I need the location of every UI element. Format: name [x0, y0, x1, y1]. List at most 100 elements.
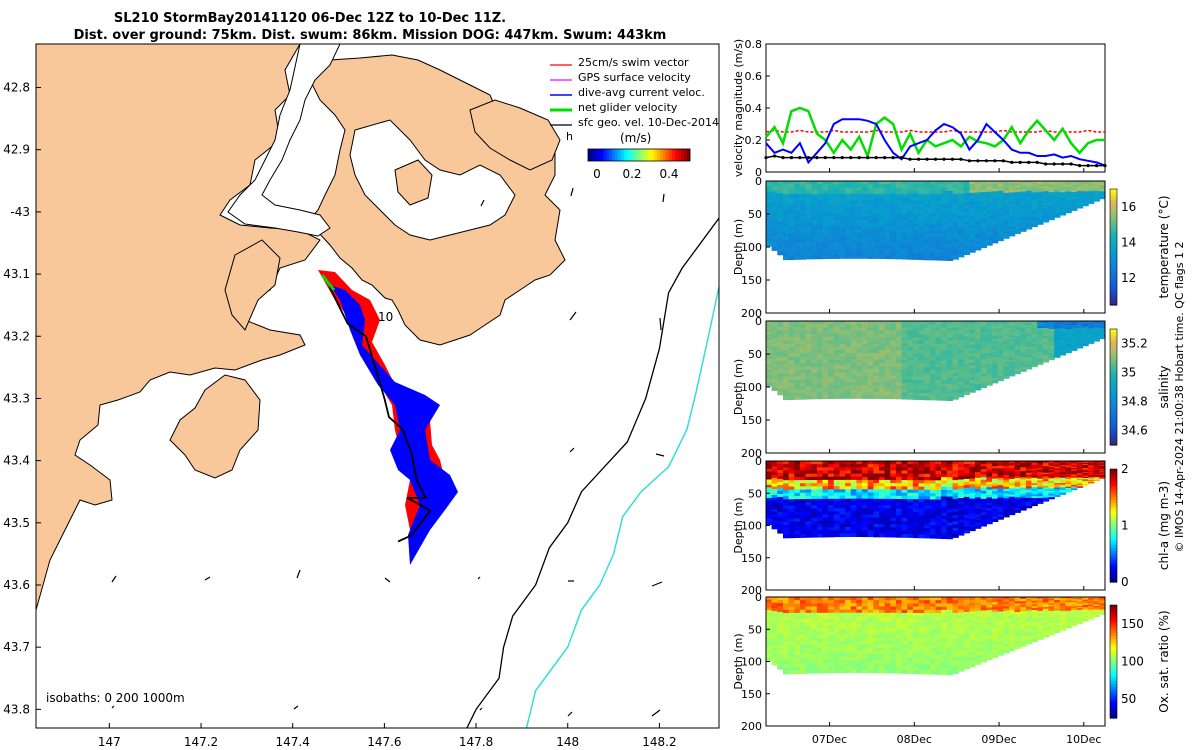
section-cell — [986, 474, 993, 478]
section-cell — [963, 226, 971, 231]
section-cell — [766, 519, 773, 523]
section-cell — [884, 461, 891, 465]
section-cell — [828, 379, 835, 383]
section-cell — [839, 226, 846, 230]
section-cell — [1082, 463, 1089, 465]
section-cell — [833, 343, 841, 348]
section-cell — [941, 321, 948, 325]
section-cell — [952, 347, 959, 351]
section-cell — [896, 252, 903, 257]
section-cell — [1009, 492, 1016, 495]
section-cell — [1003, 493, 1010, 497]
section-cbar-cell — [1110, 290, 1117, 294]
section-cell — [794, 622, 801, 627]
section-cell — [816, 628, 824, 633]
section-cbar-cell — [1110, 191, 1117, 196]
section-cell — [912, 256, 920, 260]
section-cell — [1071, 469, 1078, 472]
section-cell — [969, 518, 976, 523]
section-cell — [1099, 473, 1105, 475]
section-cell — [901, 521, 908, 526]
section-cell — [771, 370, 778, 374]
section-cell — [924, 181, 931, 185]
section-cell — [766, 337, 773, 341]
section-cell — [845, 333, 852, 338]
section-cell — [901, 190, 908, 195]
section-cell — [1099, 321, 1105, 323]
section-cell — [771, 497, 778, 502]
section-cell — [1099, 322, 1105, 324]
section-cell — [969, 234, 976, 238]
section-cell — [946, 535, 954, 540]
section-cell — [867, 385, 874, 390]
section-cell — [1076, 479, 1084, 482]
section-cbar-cell — [1110, 215, 1117, 219]
section-cell — [828, 356, 835, 361]
land-group — [36, 44, 566, 611]
section-cell — [952, 527, 959, 532]
section-cell — [907, 334, 914, 338]
section-cell — [907, 382, 914, 387]
section-cell — [845, 213, 852, 217]
section-cell — [850, 337, 858, 341]
section-cell — [799, 226, 807, 231]
section-cell — [969, 513, 976, 517]
section-cell — [929, 347, 937, 352]
section-cell — [1065, 206, 1072, 208]
section-cell — [799, 236, 807, 241]
section-cell — [901, 181, 908, 185]
section-cell — [935, 390, 942, 394]
section-cell — [794, 616, 801, 620]
section-cell — [924, 220, 931, 225]
section-cell — [1099, 471, 1105, 474]
section-cell — [890, 190, 897, 195]
section-cell — [828, 366, 835, 370]
section-cell — [929, 223, 937, 228]
section-cell — [850, 203, 858, 208]
section-cell — [958, 352, 965, 357]
section-cell — [901, 236, 908, 240]
section-cell — [850, 508, 858, 512]
section-cell — [969, 498, 976, 503]
section-cell — [766, 516, 773, 520]
section-cell — [1003, 188, 1010, 192]
section-cell — [907, 489, 914, 494]
section-cell — [935, 490, 942, 494]
section-cell — [788, 648, 795, 652]
section-cell — [766, 210, 773, 214]
section-cell — [952, 353, 959, 358]
section-cell — [890, 508, 897, 513]
section-cell — [1048, 209, 1055, 213]
section-cell — [811, 483, 818, 487]
section-cbar-cell — [1110, 427, 1117, 432]
section-cell — [811, 255, 818, 260]
section-cell — [975, 338, 982, 342]
land-tasman — [169, 374, 261, 479]
section-cell — [907, 392, 914, 397]
section-cell — [799, 389, 807, 394]
section-cell — [912, 483, 920, 488]
section-cell — [833, 226, 841, 230]
section-cell — [924, 337, 931, 342]
section-cell — [839, 606, 846, 611]
section-cell — [958, 321, 965, 325]
section-cell — [873, 321, 880, 325]
section-cell — [907, 464, 914, 468]
section-cell — [771, 224, 778, 228]
section-cell — [1059, 193, 1067, 196]
section-cell — [1099, 187, 1105, 189]
section-cell — [1031, 349, 1038, 352]
section-cell — [1048, 495, 1055, 498]
section-cell — [811, 505, 818, 510]
section-cell — [833, 333, 841, 338]
section-cell — [1059, 183, 1067, 186]
section-cell — [794, 360, 801, 364]
section-cbar-cell — [1110, 343, 1117, 347]
section-cell — [1093, 186, 1100, 188]
section-cell — [992, 227, 999, 231]
section-cell — [805, 600, 812, 604]
section-cell — [867, 473, 874, 478]
section-cell — [1037, 188, 1044, 191]
section-cell — [833, 356, 841, 361]
section-cell — [992, 513, 999, 517]
